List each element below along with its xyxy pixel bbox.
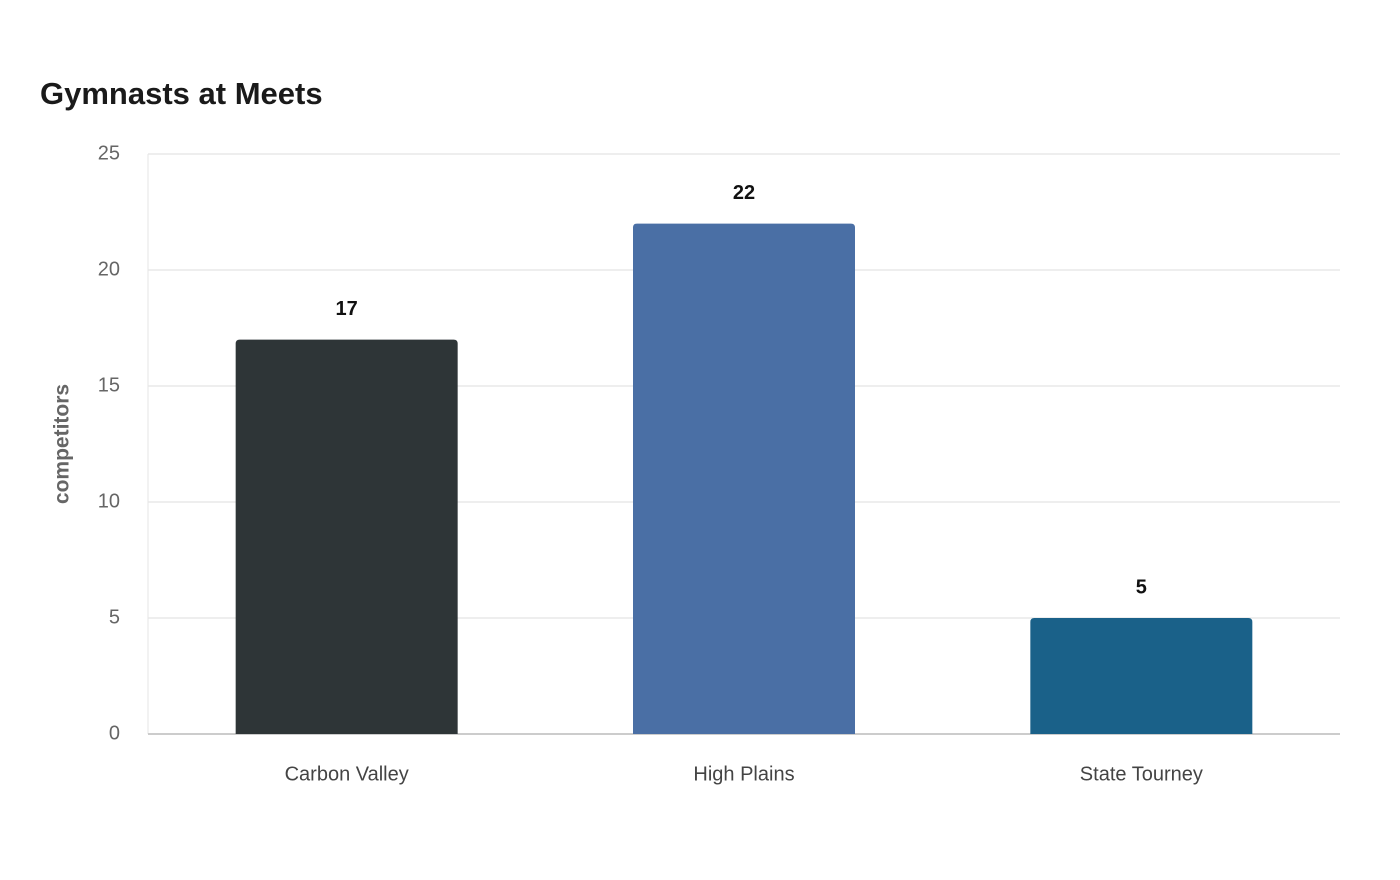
- chart-title: Gymnasts at Meets: [40, 76, 323, 111]
- value-label: 5: [1136, 576, 1147, 598]
- bar: [235, 339, 458, 734]
- y-axis-label: competitors: [51, 384, 74, 504]
- y-tick-label: 15: [98, 374, 120, 396]
- value-label: 17: [336, 298, 358, 320]
- x-tick-label: High Plains: [693, 763, 794, 785]
- x-tick-label: Carbon Valley: [285, 763, 409, 785]
- bar: [633, 223, 855, 734]
- value-label: 22: [733, 182, 755, 204]
- x-tick-label: State Tourney: [1080, 763, 1203, 785]
- y-tick-label: 0: [109, 722, 120, 744]
- bar: [1030, 618, 1253, 734]
- y-tick-label: 5: [109, 606, 120, 628]
- y-tick-label: 10: [98, 490, 120, 512]
- y-tick-label: 20: [98, 258, 120, 280]
- y-tick-label: 25: [98, 142, 120, 164]
